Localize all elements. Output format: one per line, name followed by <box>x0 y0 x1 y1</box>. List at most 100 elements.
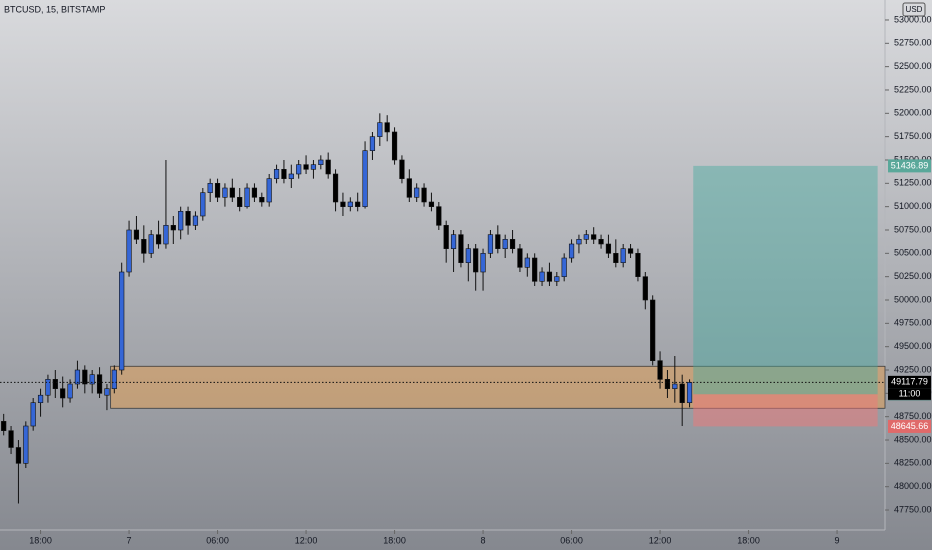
candle-body <box>421 187 427 203</box>
candle-body <box>281 169 287 179</box>
candle-body <box>347 201 353 207</box>
last-price-label-box <box>888 375 931 389</box>
candle-body <box>119 271 125 371</box>
candle-body <box>74 369 81 385</box>
y-tick-label: 52500.00 <box>894 61 932 71</box>
candle-body <box>155 234 162 245</box>
candle-body <box>355 201 361 207</box>
candle-body <box>399 159 405 179</box>
x-tick-label: 7 <box>127 535 132 545</box>
target-label-box <box>888 159 931 173</box>
candle-body <box>502 239 508 249</box>
candle-body <box>679 383 685 403</box>
candle-body <box>620 248 626 263</box>
candle-body <box>524 257 530 268</box>
currency[interactable]: USD <box>906 5 923 14</box>
candle-body <box>111 369 117 389</box>
candle-body <box>82 369 88 385</box>
y-tick-label: 52250.00 <box>894 84 932 94</box>
candle-body <box>406 178 412 198</box>
y-tick-label: 52000.00 <box>894 108 932 118</box>
candle-body <box>229 187 235 198</box>
candle-body <box>428 201 435 207</box>
stop-label-box <box>888 419 931 433</box>
candle-body <box>613 253 619 263</box>
candle-body <box>133 229 140 240</box>
candle-body <box>222 187 228 198</box>
candle-body <box>362 150 368 207</box>
candle-body <box>273 169 280 179</box>
candle-body <box>546 271 553 282</box>
y-tick-label: 50250.00 <box>894 271 932 281</box>
y-tick-label: 51750.00 <box>894 131 932 141</box>
candle-body <box>369 136 376 151</box>
x-tick-label: 18:00 <box>29 535 52 545</box>
y-tick-label: 53000.00 <box>894 14 932 24</box>
last-price-label: 49117.79 <box>891 377 928 387</box>
y-tick-label: 50000.00 <box>894 294 932 304</box>
currency-box[interactable] <box>902 2 926 17</box>
candle-body <box>178 211 184 231</box>
candle-body <box>325 159 331 175</box>
candle-body <box>60 388 66 399</box>
candle-body <box>384 122 390 133</box>
chart-title: BTCUSD, 15, BITSTAMP <box>4 4 105 14</box>
candle-body <box>436 206 442 226</box>
stop-zone <box>693 394 878 427</box>
y-tick-label: 51500.00 <box>894 154 932 164</box>
candle-body <box>635 253 641 277</box>
candle-body <box>657 360 663 380</box>
candle-body <box>148 234 154 254</box>
candle-body <box>259 197 265 203</box>
candle-body <box>318 159 324 165</box>
candle-body <box>8 430 14 448</box>
candle-body <box>192 215 199 226</box>
candle-body <box>414 187 420 198</box>
candle-body <box>517 248 523 268</box>
candle-body <box>207 183 213 193</box>
candle-body <box>340 201 346 207</box>
y-tick-label: 48750.00 <box>894 411 932 421</box>
x-tick-label: 12:00 <box>295 535 318 545</box>
countdown: 11:00 <box>899 389 921 399</box>
y-tick-label: 48250.00 <box>894 458 932 468</box>
candle-body <box>37 394 44 403</box>
candle-body <box>598 239 604 245</box>
stop-label: 48645.66 <box>891 421 929 431</box>
y-tick-label: 49500.00 <box>894 341 932 351</box>
candle-body <box>583 234 589 240</box>
x-tick-label: 8 <box>481 535 486 545</box>
candle-body <box>310 164 317 170</box>
candle-body <box>170 225 176 231</box>
candle-body <box>576 239 582 245</box>
y-tick-label: 52750.00 <box>894 38 932 48</box>
y-tick-label: 49250.00 <box>894 364 932 374</box>
candle-body <box>52 379 58 389</box>
candle-body <box>15 447 22 464</box>
candle-body <box>266 178 272 203</box>
x-tick-label: 18:00 <box>383 535 406 545</box>
y-tick-label: 47750.00 <box>894 504 932 514</box>
candle-body <box>539 271 545 282</box>
candle-body <box>627 248 634 254</box>
candle-body <box>126 229 132 273</box>
x-tick-label: 06:00 <box>560 535 583 545</box>
candle-body <box>554 276 560 282</box>
x-tick-label: 9 <box>835 535 840 545</box>
y-tick-label: 50750.00 <box>894 224 932 234</box>
candle-body <box>163 225 169 245</box>
y-tick-label: 51000.00 <box>894 201 932 211</box>
candle-body <box>487 234 494 254</box>
candle-body <box>473 248 479 273</box>
x-tick-label: 18:00 <box>737 535 760 545</box>
candle-body <box>104 388 110 396</box>
candle-body <box>214 183 221 198</box>
candle-body <box>45 379 51 396</box>
candle-body <box>332 173 339 203</box>
candle-body <box>480 253 486 273</box>
candle-body <box>30 402 36 427</box>
candle-body <box>303 164 309 170</box>
